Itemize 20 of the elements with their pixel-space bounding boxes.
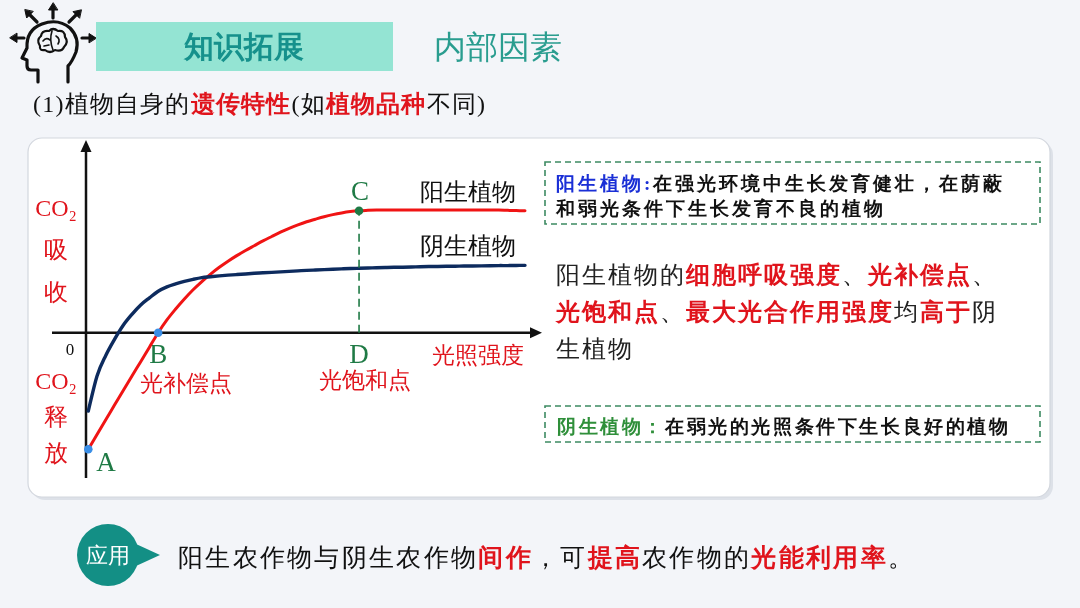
series-label: 阴生植物 bbox=[420, 233, 516, 260]
text: 阴生植物：在弱光的光照条件下生长良好的植物 bbox=[557, 416, 1011, 437]
text: 应用 bbox=[86, 543, 130, 568]
chart-subtitle: 内部因素 bbox=[434, 29, 562, 65]
text: 阳生农作物与阴生农作物间作，可提高农作物的光能利用率。 bbox=[178, 544, 916, 571]
x-tick-label: B bbox=[149, 338, 168, 369]
annotation: 光补偿点 bbox=[140, 371, 232, 396]
annotation: 光饱和点 bbox=[319, 368, 411, 393]
annotation: A bbox=[96, 447, 117, 477]
text: C bbox=[350, 176, 370, 206]
x-axis-title: 光照强度 bbox=[432, 343, 524, 368]
series-label: 阳生植物 bbox=[420, 178, 516, 205]
x-tick-label: D bbox=[349, 338, 369, 369]
chart-title: 知识拓展 bbox=[183, 30, 304, 63]
text: 阳生植物:在强光环境中生长发育健壮，在荫蔽和弱光条件下生长发育不良的植物 bbox=[556, 172, 1007, 221]
text: (1)植物自身的遗传特性(如植物品种不同) bbox=[33, 91, 487, 117]
text: CO₂释放 bbox=[35, 368, 77, 466]
text: 0 bbox=[65, 340, 75, 359]
y-axis-title: CO₂吸收 bbox=[35, 195, 77, 305]
text: 阳生植物的细胞呼吸强度、光补偿点、光饱和点、最大光合作用强度均高于阴生植物 bbox=[556, 262, 998, 362]
